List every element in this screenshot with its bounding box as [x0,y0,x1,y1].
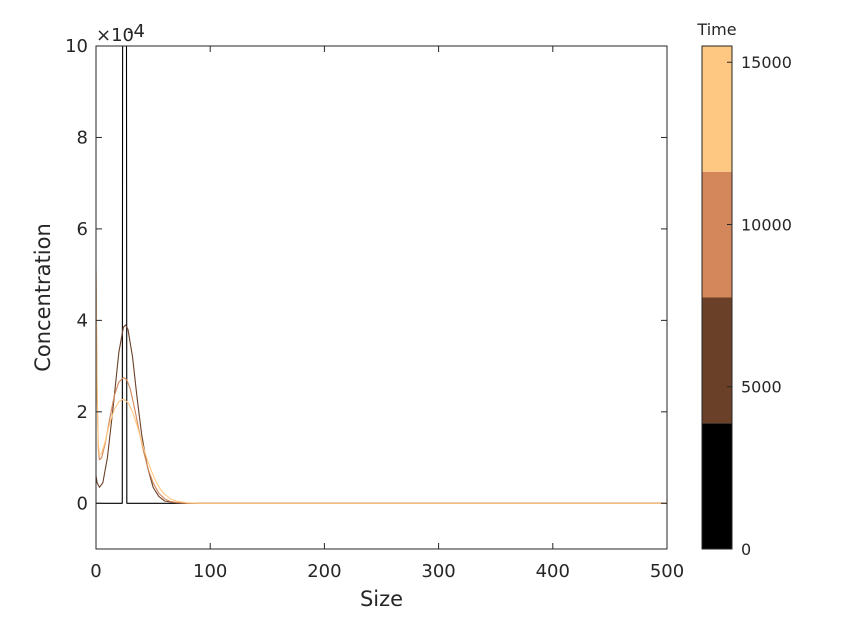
y-tick-label: 2 [77,402,88,423]
y-tick-label: 0 [77,493,88,514]
plot-frame [95,45,668,550]
y-axis-scale-exponent: -4 [127,21,145,42]
y-tick-label: 4 [77,310,88,331]
y-axis-scale-factor: ×10 [96,25,134,46]
plot-area: 0 100 200 300 400 500 0 2 4 6 8 10 [65,36,684,582]
x-tick-label: 200 [307,561,341,582]
x-tick-label: 100 [193,561,227,582]
y-axis-ticks: 0 2 4 6 8 10 [65,36,667,514]
colorbar-level-3 [702,46,732,172]
colorbar-tick-label: 15000 [741,53,792,72]
colorbar-title: Time [696,20,736,39]
colorbar-levels [702,46,732,549]
x-tick-label: 0 [90,561,101,582]
y-tick-label: 10 [65,36,88,57]
x-tick-label: 400 [536,561,570,582]
x-tick-label: 500 [650,561,684,582]
colorbar-tick-label: 5000 [741,378,782,397]
series-line-time-level-2 [95,270,667,504]
colorbar-tick-label: 0 [741,540,751,559]
colorbar-level-2 [702,171,732,298]
y-tick-label: 6 [77,219,88,240]
colorbar-frame [701,45,733,550]
x-axis-label: Size [360,587,403,611]
series-line-time-level-3 [95,270,667,504]
colorbar: 0 5000 10000 15000 Time [696,20,791,559]
colorbar-level-1 [702,297,732,424]
x-axis-ticks: 0 100 200 300 400 500 [90,46,684,582]
plot-background [96,46,667,549]
y-axis-label: Concentration [31,223,55,372]
colorbar-tick-label: 10000 [741,215,792,234]
x-tick-label: 300 [421,561,455,582]
colorbar-ticks: 0 5000 10000 15000 [727,53,792,559]
y-tick-label: 8 [77,127,88,148]
colorbar-level-0 [702,423,732,549]
